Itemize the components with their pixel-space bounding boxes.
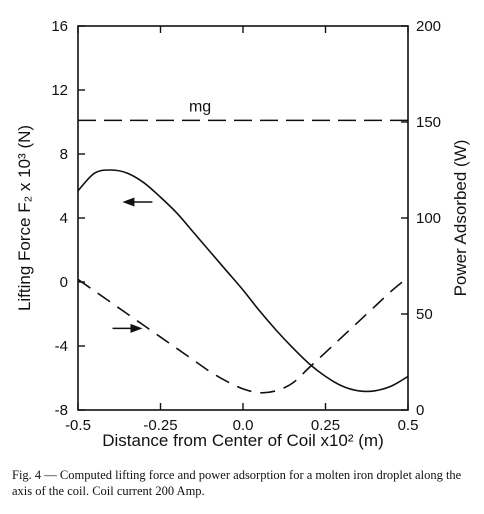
y-right-tick-label: 100 (416, 210, 441, 227)
y-axis-right-title: Power Adsorbed (W) (451, 140, 470, 297)
axis-tick-labels: -0.5 -0.25 0.0 0.25 0.5 -8 -4 0 4 8 12 16 0 50 100 150 2… (51, 18, 441, 434)
y-right-tick-label: 150 (416, 114, 441, 131)
lifting-force-curve (77, 169, 409, 393)
y-left-tick-label: 0 (60, 274, 68, 291)
y-right-tick-label: 50 (416, 306, 433, 323)
power-curve-dashed (77, 276, 409, 394)
x-tick-label: -0.25 (143, 417, 177, 434)
y-right-tick-label: 200 (416, 18, 441, 35)
axis-ticks (77, 25, 409, 411)
arrow-left-head (122, 197, 135, 207)
x-tick-label: 0.5 (398, 417, 419, 434)
y-right-tick-label: 0 (416, 402, 424, 419)
mg-label: mg (189, 98, 211, 115)
x-tick-label: 0.25 (311, 417, 340, 434)
x-tick-label: 0.0 (233, 417, 254, 434)
y-left-tick-label: 12 (51, 82, 68, 99)
y-axis-left-title: Lifting Force F₂ x 10³ (N) (15, 125, 34, 311)
figure-caption: Fig. 4 — Computed lifting force and powe… (12, 468, 462, 498)
y-left-tick-label: 16 (51, 18, 68, 35)
series-layer (77, 169, 409, 394)
arrow-right-head (130, 323, 143, 333)
x-tick-label: -0.5 (65, 417, 91, 434)
x-axis-title: Distance from Center of Coil x10² (m) (102, 431, 384, 450)
y-left-tick-label: 4 (60, 210, 68, 227)
annotations (112, 197, 153, 333)
y-left-tick-label: -8 (55, 402, 68, 419)
y-left-tick-label: -4 (55, 338, 68, 355)
y-left-tick-label: 8 (60, 146, 68, 163)
plot-frame (77, 25, 409, 411)
lifting-force-power-chart: -0.5 -0.25 0.0 0.25 0.5 -8 -4 0 4 8 12 16 0 50 100 150 2… (15, 18, 470, 450)
reference-lines: mg (78, 98, 408, 122)
